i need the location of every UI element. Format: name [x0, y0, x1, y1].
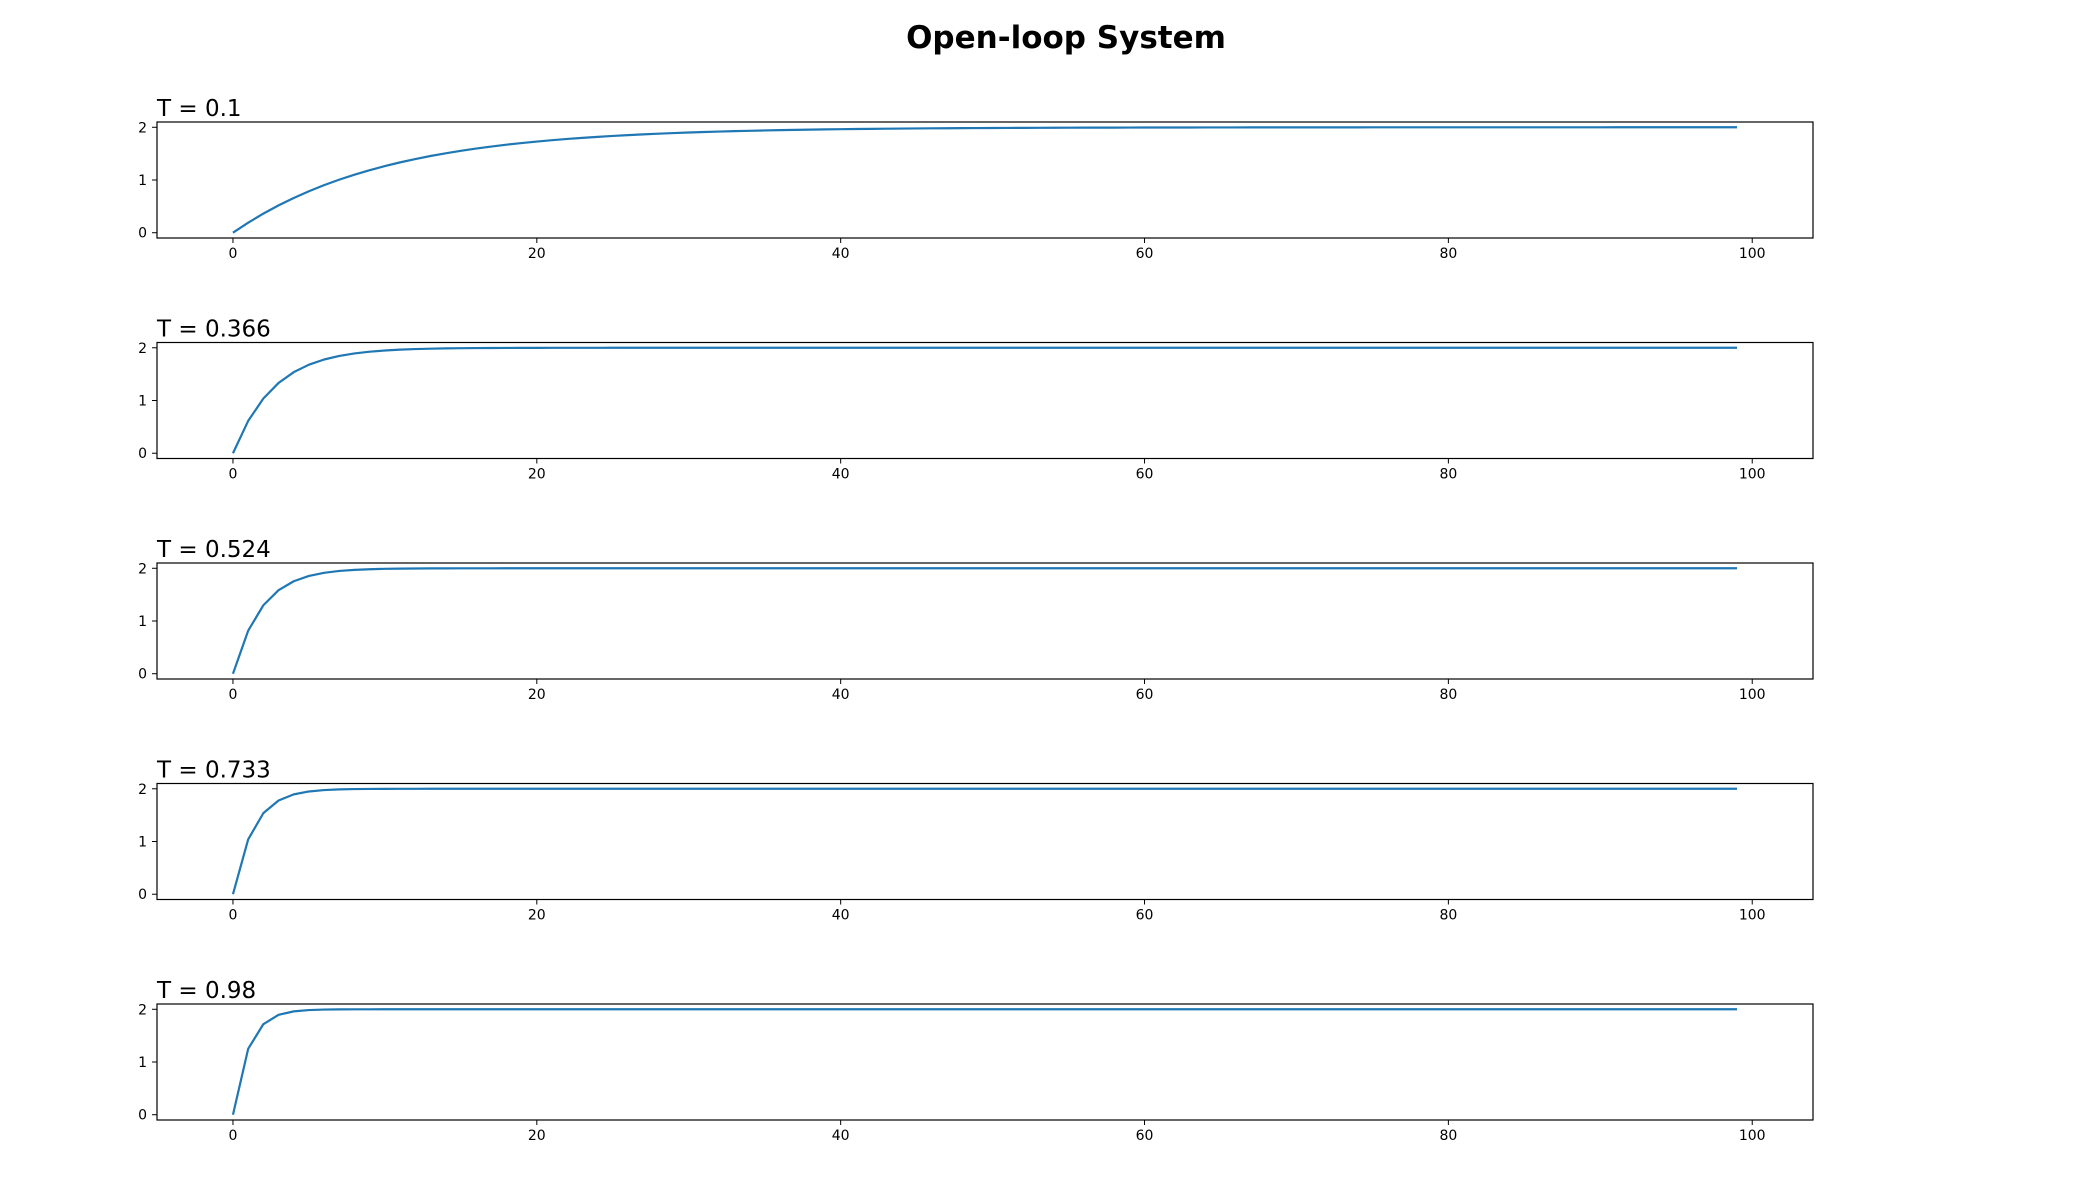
x-tick-label: 20: [528, 1128, 546, 1144]
x-tick-label: 20: [528, 687, 546, 703]
x-tick-label: 100: [1739, 908, 1766, 924]
axes-frame: [156, 562, 1814, 680]
x-tick-label: 40: [832, 467, 850, 483]
subplot-3: T = 0.524 0 20 40 60 80 100 0 1 2: [138, 537, 1814, 703]
x-tick-label: 20: [528, 246, 546, 262]
axes-frame: [156, 782, 1814, 901]
subplot-title: T = 0.733: [156, 758, 271, 784]
y-tick-label: 2: [138, 120, 147, 136]
axes-frame: [156, 1003, 1814, 1121]
subplot-title: T = 0.524: [156, 537, 271, 563]
x-tick-label: 0: [229, 1128, 238, 1144]
x-tick-label: 80: [1439, 467, 1457, 483]
y-tick-label: 1: [138, 394, 147, 410]
x-tick-label: 60: [1136, 246, 1154, 262]
x-tick-label: 20: [528, 908, 546, 924]
x-tick-label: 40: [832, 1128, 850, 1144]
subplot-2: T = 0.366 0 20 40 60 80 100 0 1 2: [138, 317, 1814, 483]
y-tick-label: 0: [138, 667, 147, 683]
y-tick-label: 2: [138, 782, 147, 798]
x-tick-label: 80: [1439, 1128, 1457, 1144]
x-tick-label: 100: [1739, 687, 1766, 703]
y-tick-label: 2: [138, 561, 147, 577]
series-line: [231, 567, 1738, 675]
figure-title: Open-loop System: [906, 20, 1226, 56]
y-tick-label: 2: [138, 1002, 147, 1018]
x-tick-label: 40: [832, 687, 850, 703]
x-tick-label: 100: [1739, 246, 1766, 262]
series-line: [231, 787, 1738, 895]
x-tick-label: 60: [1136, 1128, 1154, 1144]
y-tick-label: 1: [138, 835, 147, 851]
x-tick-label: 60: [1136, 687, 1154, 703]
axes-frame: [156, 121, 1814, 239]
x-tick-label: 0: [229, 467, 238, 483]
series-line: [231, 346, 1738, 454]
series-line: [231, 1008, 1738, 1115]
x-tick-label: 20: [528, 467, 546, 483]
x-tick-label: 80: [1439, 908, 1457, 924]
axes-frame: [156, 341, 1814, 460]
y-tick-label: 0: [138, 226, 147, 242]
x-tick-label: 40: [832, 246, 850, 262]
x-tick-label: 80: [1439, 687, 1457, 703]
x-tick-label: 80: [1439, 246, 1457, 262]
y-tick-label: 1: [138, 173, 147, 189]
x-tick-label: 0: [229, 687, 238, 703]
subplot-1: T = 0.1 0 20 40 60 80 100 0 1 2: [138, 96, 1814, 262]
subplot-4: T = 0.733 0 20 40 60 80 100 0 1 2: [138, 758, 1814, 924]
x-tick-label: 40: [832, 908, 850, 924]
subplot-title: T = 0.366: [156, 317, 271, 343]
x-tick-label: 60: [1136, 467, 1154, 483]
x-tick-label: 60: [1136, 908, 1154, 924]
y-tick-label: 0: [138, 887, 147, 903]
y-tick-label: 1: [138, 1055, 147, 1071]
y-tick-label: 0: [138, 446, 147, 462]
subplot-5: T = 0.98 0 20 40 60 80 100 0 1 2: [138, 978, 1814, 1144]
subplot-title: T = 0.98: [156, 978, 256, 1004]
y-tick-label: 0: [138, 1108, 147, 1124]
x-tick-label: 100: [1739, 1128, 1766, 1144]
series-line: [232, 126, 1738, 234]
x-tick-label: 0: [229, 246, 238, 262]
y-tick-label: 1: [138, 614, 147, 630]
y-tick-label: 2: [138, 341, 147, 357]
subplot-title: T = 0.1: [156, 96, 242, 122]
x-tick-label: 0: [229, 908, 238, 924]
x-tick-label: 100: [1739, 467, 1766, 483]
